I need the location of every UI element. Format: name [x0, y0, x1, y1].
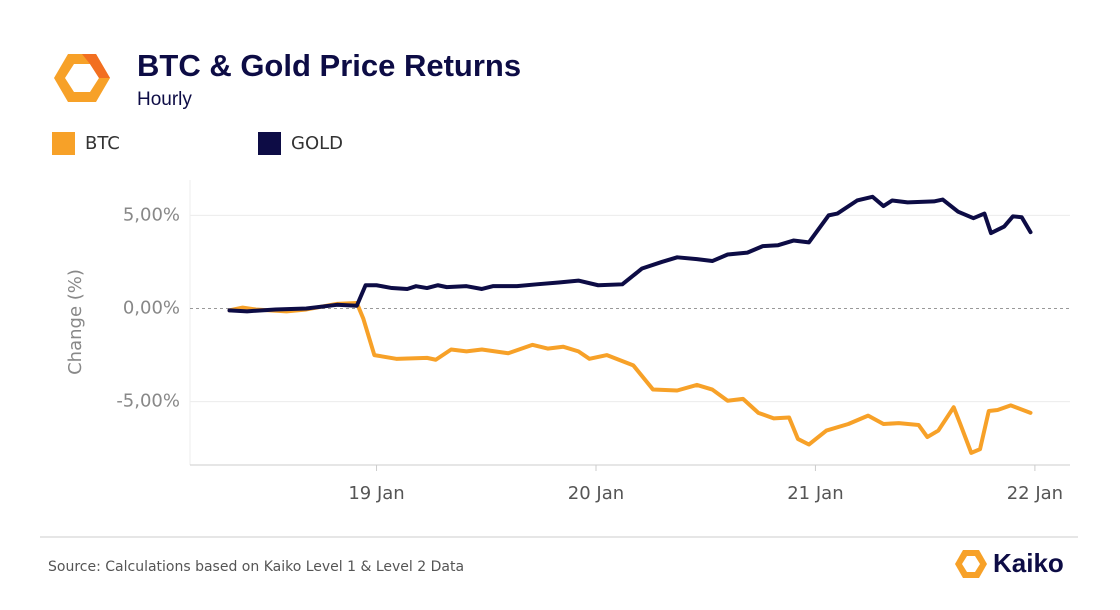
y-tick-label: -5,00% — [116, 391, 180, 412]
source: Source: Calculations based on Kaiko Leve… — [48, 559, 464, 575]
y-axis-label: Change (%) — [65, 269, 86, 375]
logo — [54, 54, 110, 102]
x-tick-label: 21 Jan — [787, 483, 843, 504]
x-tick-label: 22 Jan — [1007, 483, 1063, 504]
series-line — [227, 194, 1033, 314]
y-tick-label: 5,00% — [123, 204, 180, 225]
brand-logo — [955, 550, 987, 578]
series-line — [227, 300, 1033, 455]
legend-swatch — [52, 132, 75, 155]
chart-subtitle: Hourly — [137, 89, 192, 110]
x-tick-label: 20 Jan — [568, 483, 624, 504]
legend-swatch — [258, 132, 281, 155]
chart-title: BTC & Gold Price Returns — [137, 48, 521, 83]
y-tick-label: 0,00% — [123, 298, 180, 319]
brand: Kaiko — [993, 548, 1064, 578]
legend-label: BTC — [85, 133, 120, 154]
legend-label: GOLD — [291, 133, 343, 154]
x-tick-label: 19 Jan — [348, 483, 404, 504]
